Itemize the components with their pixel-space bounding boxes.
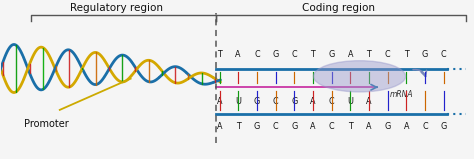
- Text: A: A: [217, 122, 222, 131]
- Text: G: G: [273, 50, 279, 59]
- Text: G: G: [291, 122, 297, 131]
- Text: T: T: [217, 50, 222, 59]
- Text: mRNA: mRNA: [390, 90, 413, 99]
- Text: Promoter: Promoter: [24, 119, 69, 129]
- Text: C: C: [254, 50, 260, 59]
- Text: G: G: [254, 97, 260, 106]
- Text: T: T: [310, 50, 315, 59]
- Text: A: A: [366, 97, 372, 106]
- Text: G: G: [328, 50, 335, 59]
- Ellipse shape: [313, 61, 406, 92]
- Text: G: G: [440, 122, 447, 131]
- Text: C: C: [292, 50, 297, 59]
- Text: A: A: [366, 122, 372, 131]
- Text: A: A: [310, 97, 316, 106]
- Text: C: C: [328, 122, 334, 131]
- Text: C: C: [422, 122, 428, 131]
- Text: G: G: [254, 122, 260, 131]
- Text: C: C: [273, 122, 278, 131]
- Text: U: U: [347, 97, 353, 106]
- Text: G: G: [422, 50, 428, 59]
- Text: C: C: [385, 50, 391, 59]
- Text: T: T: [366, 50, 371, 59]
- Text: Coding region: Coding region: [302, 3, 375, 13]
- Text: C: C: [328, 97, 334, 106]
- Text: A: A: [236, 50, 241, 59]
- Text: A: A: [347, 50, 353, 59]
- Text: G: G: [384, 122, 391, 131]
- Text: A: A: [403, 122, 409, 131]
- Text: T: T: [348, 122, 353, 131]
- Text: U: U: [235, 97, 241, 106]
- Text: T: T: [236, 122, 241, 131]
- Text: C: C: [441, 50, 447, 59]
- Text: T: T: [404, 50, 409, 59]
- Text: A: A: [310, 122, 316, 131]
- Text: A: A: [217, 97, 222, 106]
- Text: C: C: [273, 97, 278, 106]
- Text: Regulatory region: Regulatory region: [70, 3, 163, 13]
- Text: G: G: [291, 97, 297, 106]
